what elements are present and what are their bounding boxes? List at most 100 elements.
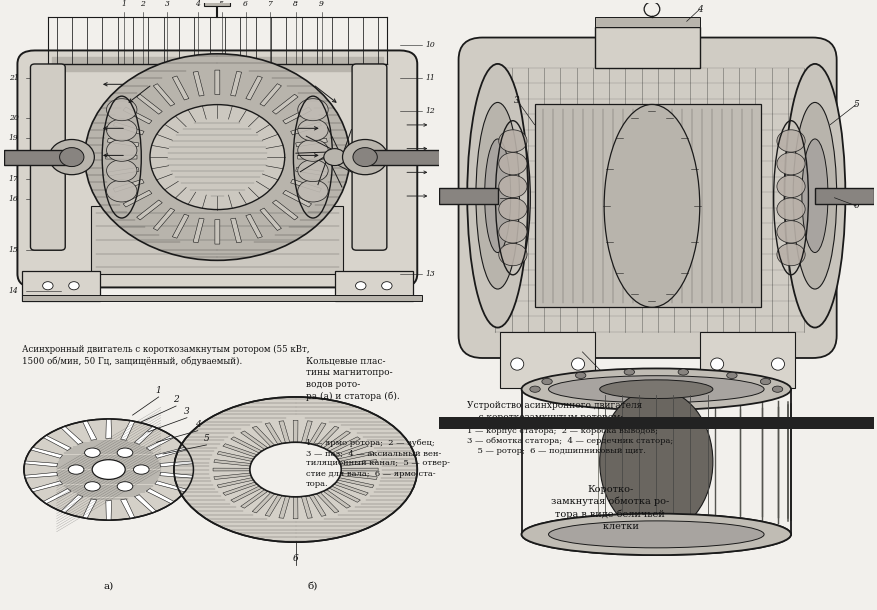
- Polygon shape: [296, 138, 327, 147]
- Polygon shape: [265, 495, 282, 516]
- Text: б): б): [308, 582, 317, 590]
- Polygon shape: [329, 486, 360, 502]
- Circle shape: [355, 282, 366, 290]
- Ellipse shape: [498, 130, 526, 152]
- Ellipse shape: [776, 198, 804, 220]
- Circle shape: [43, 282, 53, 290]
- Circle shape: [771, 358, 784, 370]
- Bar: [499, 332, 595, 389]
- Bar: [22, 295, 421, 301]
- Text: 15: 15: [9, 246, 18, 254]
- Polygon shape: [282, 107, 311, 124]
- Ellipse shape: [521, 368, 790, 410]
- Polygon shape: [333, 443, 367, 457]
- Ellipse shape: [548, 521, 763, 548]
- Polygon shape: [231, 71, 241, 96]
- Bar: [699, 332, 795, 389]
- Polygon shape: [154, 447, 187, 458]
- Polygon shape: [123, 107, 152, 124]
- Bar: [4, 149, 72, 165]
- Ellipse shape: [484, 139, 510, 253]
- Ellipse shape: [603, 104, 699, 307]
- Polygon shape: [153, 208, 175, 231]
- Text: 11: 11: [425, 74, 435, 82]
- Polygon shape: [316, 492, 339, 513]
- Text: 10: 10: [425, 41, 435, 49]
- Polygon shape: [82, 421, 96, 440]
- Text: 4: 4: [195, 0, 200, 8]
- Text: 5: 5: [852, 100, 858, 109]
- Bar: [595, 27, 699, 68]
- Text: Асинхронный двигатель с короткозамкнутым ротором (55 кВт,
1500 об/мин, 50 Гц, за: Асинхронный двигатель с короткозамкнутым…: [22, 345, 310, 366]
- Polygon shape: [25, 461, 58, 467]
- Polygon shape: [260, 84, 282, 106]
- Ellipse shape: [792, 102, 836, 289]
- Polygon shape: [333, 482, 367, 495]
- Polygon shape: [137, 200, 162, 220]
- Text: 2: 2: [173, 395, 179, 404]
- Text: 2: 2: [140, 0, 145, 8]
- Ellipse shape: [776, 243, 804, 266]
- Polygon shape: [260, 208, 282, 231]
- Polygon shape: [223, 482, 257, 495]
- Polygon shape: [293, 497, 297, 518]
- Polygon shape: [120, 499, 135, 518]
- Ellipse shape: [521, 514, 790, 555]
- Polygon shape: [193, 71, 203, 96]
- Polygon shape: [193, 218, 203, 243]
- Text: 5: 5: [203, 434, 209, 443]
- Bar: [438, 188, 497, 204]
- Circle shape: [529, 386, 539, 392]
- Polygon shape: [279, 421, 289, 443]
- Polygon shape: [43, 489, 71, 504]
- Bar: [595, 17, 699, 27]
- Polygon shape: [214, 473, 251, 479]
- Circle shape: [117, 482, 132, 491]
- Polygon shape: [113, 122, 144, 135]
- Ellipse shape: [776, 130, 804, 152]
- Polygon shape: [107, 167, 139, 176]
- Polygon shape: [339, 459, 377, 466]
- Ellipse shape: [297, 99, 328, 121]
- Polygon shape: [146, 436, 174, 451]
- Text: 6: 6: [292, 554, 298, 564]
- Text: 3: 3: [165, 0, 169, 8]
- Ellipse shape: [776, 175, 804, 198]
- Text: 20: 20: [9, 114, 18, 122]
- FancyBboxPatch shape: [458, 38, 836, 358]
- Text: 2: 2: [514, 193, 519, 203]
- Circle shape: [174, 397, 417, 542]
- Polygon shape: [329, 437, 360, 453]
- Bar: [534, 104, 759, 307]
- Ellipse shape: [498, 221, 526, 243]
- Circle shape: [324, 149, 346, 165]
- Ellipse shape: [548, 376, 763, 403]
- FancyBboxPatch shape: [18, 51, 417, 287]
- Polygon shape: [301, 496, 312, 518]
- Text: 6: 6: [243, 0, 248, 8]
- Text: а): а): [103, 582, 114, 590]
- Text: 8: 8: [293, 0, 297, 8]
- Polygon shape: [153, 84, 175, 106]
- Polygon shape: [323, 431, 350, 450]
- Polygon shape: [297, 155, 329, 159]
- Circle shape: [726, 372, 737, 379]
- Circle shape: [84, 482, 100, 491]
- Polygon shape: [252, 492, 275, 513]
- Polygon shape: [172, 214, 189, 238]
- Polygon shape: [279, 496, 289, 518]
- Polygon shape: [214, 459, 251, 466]
- Polygon shape: [309, 423, 325, 445]
- Text: 1 — корпус статора;  2 — коробка выводов;
3 — обмотка статора;  4 — сердечник ст: 1 — корпус статора; 2 — коробка выводов;…: [467, 427, 673, 455]
- Circle shape: [60, 148, 84, 167]
- Circle shape: [150, 104, 284, 210]
- FancyBboxPatch shape: [352, 64, 387, 250]
- Ellipse shape: [776, 221, 804, 243]
- Ellipse shape: [106, 99, 137, 121]
- Text: 19: 19: [9, 134, 18, 143]
- Circle shape: [342, 140, 388, 174]
- Text: 4: 4: [696, 5, 702, 13]
- Polygon shape: [120, 421, 135, 440]
- Circle shape: [677, 369, 688, 375]
- Polygon shape: [338, 478, 374, 488]
